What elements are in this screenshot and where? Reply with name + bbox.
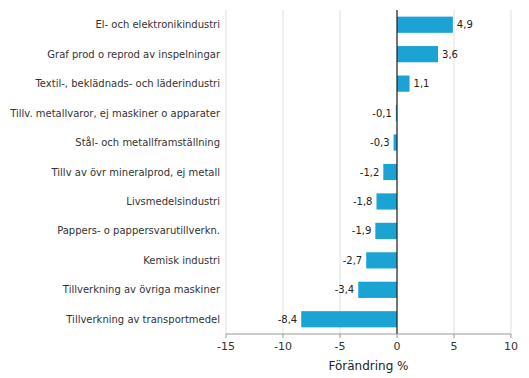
grid-line bbox=[511, 10, 512, 334]
grid bbox=[226, 10, 511, 334]
bar bbox=[397, 46, 438, 62]
bars bbox=[301, 17, 453, 328]
zero-line bbox=[396, 10, 397, 334]
bar bbox=[366, 252, 397, 268]
bar bbox=[376, 193, 397, 209]
data-label: 4,9 bbox=[457, 19, 473, 30]
data-label: 1,1 bbox=[414, 78, 430, 89]
category-label: Pappers- o pappersvarutillverkn. bbox=[57, 225, 220, 236]
x-tick-label: 5 bbox=[451, 340, 458, 353]
data-label: -1,8 bbox=[353, 196, 373, 207]
bar bbox=[397, 76, 410, 92]
bar bbox=[375, 223, 397, 239]
data-label: -1,2 bbox=[360, 167, 380, 178]
data-labels: -8,4 -3,4 -2,7 -1,9 -1,8 -1,2 -0,3 -0,1 1,1 3,6 4,… bbox=[278, 19, 473, 325]
x-tick bbox=[283, 334, 284, 338]
category-label: Tillverkning av övriga maskiner bbox=[62, 284, 221, 295]
category-label: Graf prod o reprod av inspelningar bbox=[47, 49, 221, 60]
grid-line bbox=[283, 10, 284, 334]
x-tick-label: 10 bbox=[504, 340, 518, 353]
data-label: -0,3 bbox=[370, 137, 390, 148]
data-label: -1,9 bbox=[352, 225, 372, 236]
bar bbox=[397, 17, 453, 33]
category-label: Kemisk industri bbox=[143, 255, 220, 266]
data-label: -0,1 bbox=[372, 108, 392, 119]
category-label: Tillv av övr mineralprod, ej metall bbox=[51, 167, 220, 178]
category-label: Stål- och metallframställning bbox=[75, 136, 220, 148]
category-label: Livsmedelsindustri bbox=[126, 196, 220, 207]
y-axis: Tillverkning av transportmedel Tillverkni… bbox=[9, 19, 221, 325]
chart: Tillverkning av transportmedel Tillverkni… bbox=[0, 0, 529, 378]
category-label: Tillverkning av transportmedel bbox=[65, 314, 220, 325]
x-tick bbox=[226, 334, 227, 338]
bar bbox=[301, 311, 397, 327]
data-label: -8,4 bbox=[278, 314, 298, 325]
x-tick bbox=[340, 334, 341, 338]
data-label: -3,4 bbox=[335, 284, 355, 295]
x-tick-label: -15 bbox=[217, 340, 235, 353]
grid-line bbox=[397, 10, 398, 334]
x-axis-label: Förändring % bbox=[328, 359, 408, 373]
category-label: Textil-, beklädnads- och läderindustri bbox=[34, 78, 220, 89]
x-tick bbox=[454, 334, 455, 338]
bar bbox=[383, 164, 397, 180]
data-label: -2,7 bbox=[343, 255, 363, 266]
x-axis-line bbox=[226, 334, 511, 335]
x-tick bbox=[511, 334, 512, 338]
bar bbox=[358, 282, 397, 298]
category-label: El- och elektronikindustri bbox=[95, 19, 220, 30]
grid-line bbox=[226, 10, 227, 334]
x-tick bbox=[397, 334, 398, 338]
x-tick-label: 0 bbox=[394, 340, 401, 353]
category-label: Tillv. metallvaror, ej maskiner o appara… bbox=[9, 108, 221, 119]
x-tick-label: -10 bbox=[274, 340, 292, 353]
data-label: 3,6 bbox=[442, 49, 458, 60]
x-axis: -15 -10 -5 0 5 10 bbox=[217, 334, 518, 353]
x-tick-label: -5 bbox=[335, 340, 346, 353]
